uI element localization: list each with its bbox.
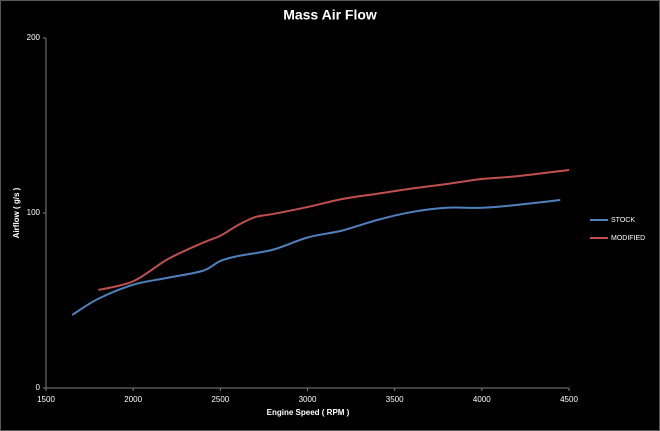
x-tick-label: 1500 <box>37 395 55 404</box>
legend-label: MODIFIED <box>611 235 645 242</box>
y-tick-label: 100 <box>27 208 41 217</box>
chart-title: Mass Air Flow <box>283 7 377 23</box>
x-tick-label: 4000 <box>473 395 491 404</box>
x-tick-label: 3000 <box>299 395 317 404</box>
x-tick-label: 4500 <box>560 395 578 404</box>
x-tick-label: 2500 <box>211 395 229 404</box>
x-tick-label: 3500 <box>386 395 404 404</box>
data-line <box>71 199 561 316</box>
legend-label: STOCK <box>611 217 635 224</box>
y-tick-label: 0 <box>36 383 41 392</box>
x-axis-label: Engine Speed ( RPM ) <box>267 408 350 417</box>
y-axis-label: Airflow ( g/s ) <box>12 187 21 238</box>
x-tick-label: 2000 <box>124 395 142 404</box>
y-tick-label: 200 <box>27 33 41 42</box>
data-line <box>98 168 570 291</box>
